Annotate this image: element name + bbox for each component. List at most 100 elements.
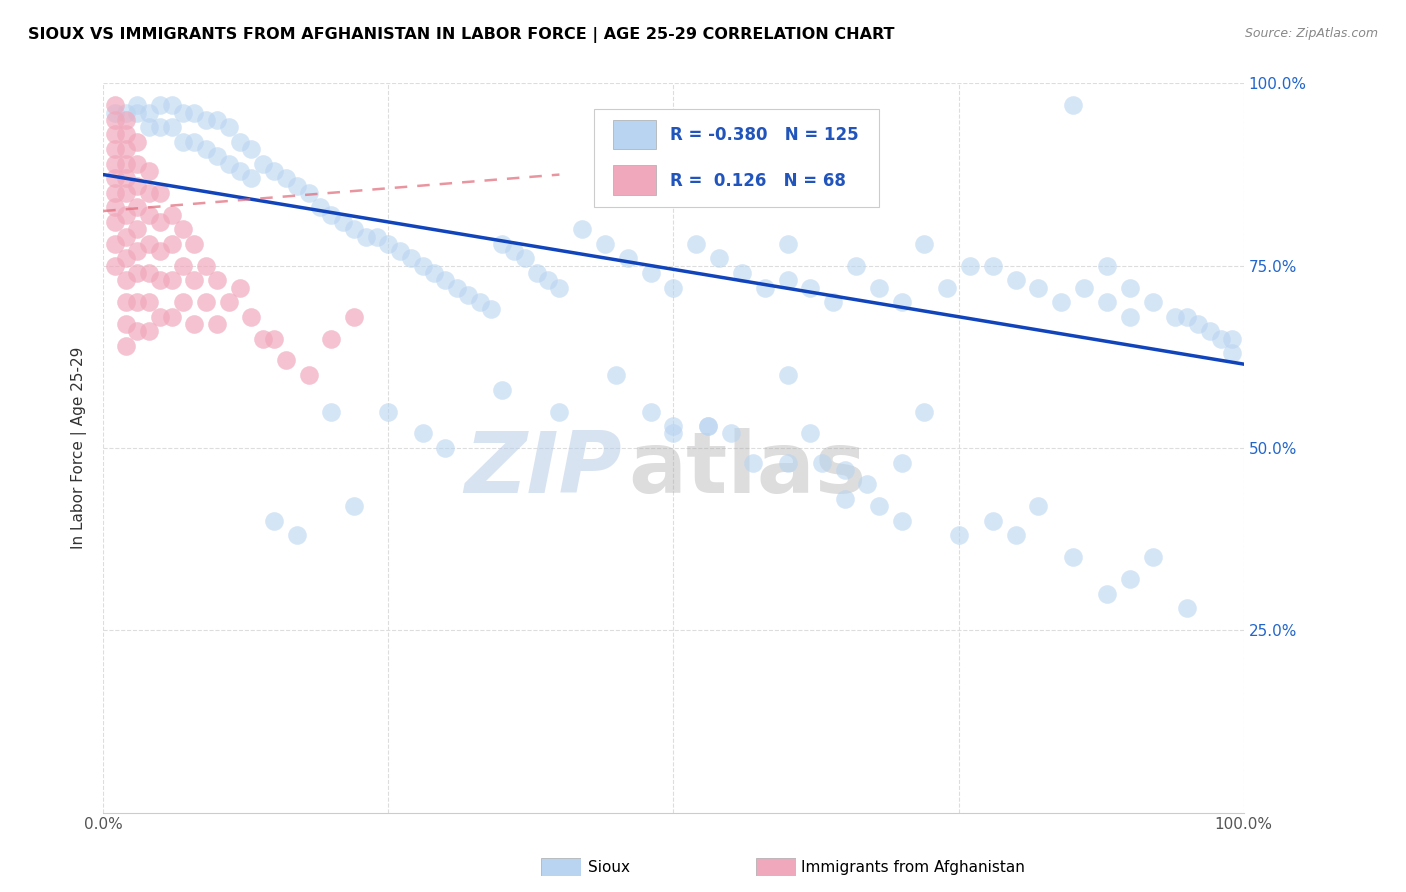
Point — [172, 222, 194, 236]
Point — [981, 514, 1004, 528]
Point — [1119, 572, 1142, 586]
Point — [104, 171, 127, 186]
Point — [240, 142, 263, 156]
Point — [515, 252, 537, 266]
Point — [731, 266, 754, 280]
Point — [1142, 295, 1164, 310]
Point — [149, 215, 172, 229]
Point — [685, 236, 707, 251]
FancyBboxPatch shape — [593, 109, 879, 207]
Point — [491, 383, 513, 397]
Point — [160, 273, 183, 287]
Point — [127, 178, 149, 193]
Point — [434, 441, 457, 455]
Point — [399, 252, 422, 266]
Point — [388, 244, 411, 259]
Point — [183, 135, 205, 149]
Point — [149, 273, 172, 287]
Point — [1095, 587, 1118, 601]
Point — [297, 186, 319, 200]
Point — [218, 120, 240, 135]
Point — [115, 128, 138, 142]
Point — [1198, 324, 1220, 338]
Point — [138, 295, 160, 310]
Point — [823, 295, 845, 310]
Point — [321, 208, 343, 222]
Text: Sioux: Sioux — [588, 860, 630, 874]
Point — [183, 273, 205, 287]
Point — [127, 222, 149, 236]
Point — [172, 295, 194, 310]
Point — [149, 310, 172, 324]
Point — [434, 273, 457, 287]
Point — [845, 259, 868, 273]
Point — [115, 171, 138, 186]
Point — [548, 280, 571, 294]
Text: Immigrants from Afghanistan: Immigrants from Afghanistan — [801, 860, 1025, 874]
Point — [1062, 98, 1084, 112]
Point — [115, 186, 138, 200]
Point — [115, 142, 138, 156]
Point — [127, 324, 149, 338]
Point — [1095, 295, 1118, 310]
Point — [834, 463, 856, 477]
Point — [1050, 295, 1073, 310]
Point — [160, 98, 183, 112]
Point — [127, 98, 149, 112]
Point — [491, 236, 513, 251]
Point — [183, 105, 205, 120]
Point — [423, 266, 446, 280]
Point — [160, 208, 183, 222]
Point — [115, 252, 138, 266]
Point — [138, 164, 160, 178]
Text: ZIP: ZIP — [464, 428, 623, 511]
Point — [959, 259, 981, 273]
Point — [548, 404, 571, 418]
Point — [662, 280, 685, 294]
FancyBboxPatch shape — [613, 165, 657, 195]
Point — [537, 273, 560, 287]
Point — [1004, 528, 1026, 542]
Point — [343, 500, 366, 514]
Point — [1028, 280, 1050, 294]
Point — [160, 310, 183, 324]
Point — [104, 156, 127, 170]
Point — [149, 120, 172, 135]
Point — [138, 266, 160, 280]
Point — [194, 295, 217, 310]
Point — [1119, 280, 1142, 294]
Point — [321, 404, 343, 418]
Point — [285, 528, 308, 542]
Point — [343, 222, 366, 236]
Point — [172, 135, 194, 149]
Point — [207, 273, 229, 287]
Point — [707, 252, 730, 266]
Point — [218, 156, 240, 170]
Point — [207, 149, 229, 163]
Point — [104, 186, 127, 200]
Point — [194, 142, 217, 156]
Point — [720, 426, 742, 441]
Point — [160, 236, 183, 251]
Point — [252, 332, 274, 346]
Point — [1062, 550, 1084, 565]
Point — [138, 236, 160, 251]
Point — [640, 404, 662, 418]
Point — [104, 105, 127, 120]
Point — [263, 332, 285, 346]
Point — [799, 426, 821, 441]
Point — [207, 112, 229, 127]
Point — [115, 156, 138, 170]
Point — [127, 200, 149, 214]
Y-axis label: In Labor Force | Age 25-29: In Labor Force | Age 25-29 — [72, 347, 87, 549]
Point — [662, 419, 685, 434]
Point — [138, 120, 160, 135]
Point — [868, 500, 890, 514]
Point — [776, 273, 799, 287]
Point — [776, 368, 799, 382]
FancyBboxPatch shape — [613, 120, 657, 150]
Point — [412, 426, 434, 441]
Point — [104, 200, 127, 214]
Point — [115, 112, 138, 127]
Point — [1073, 280, 1095, 294]
